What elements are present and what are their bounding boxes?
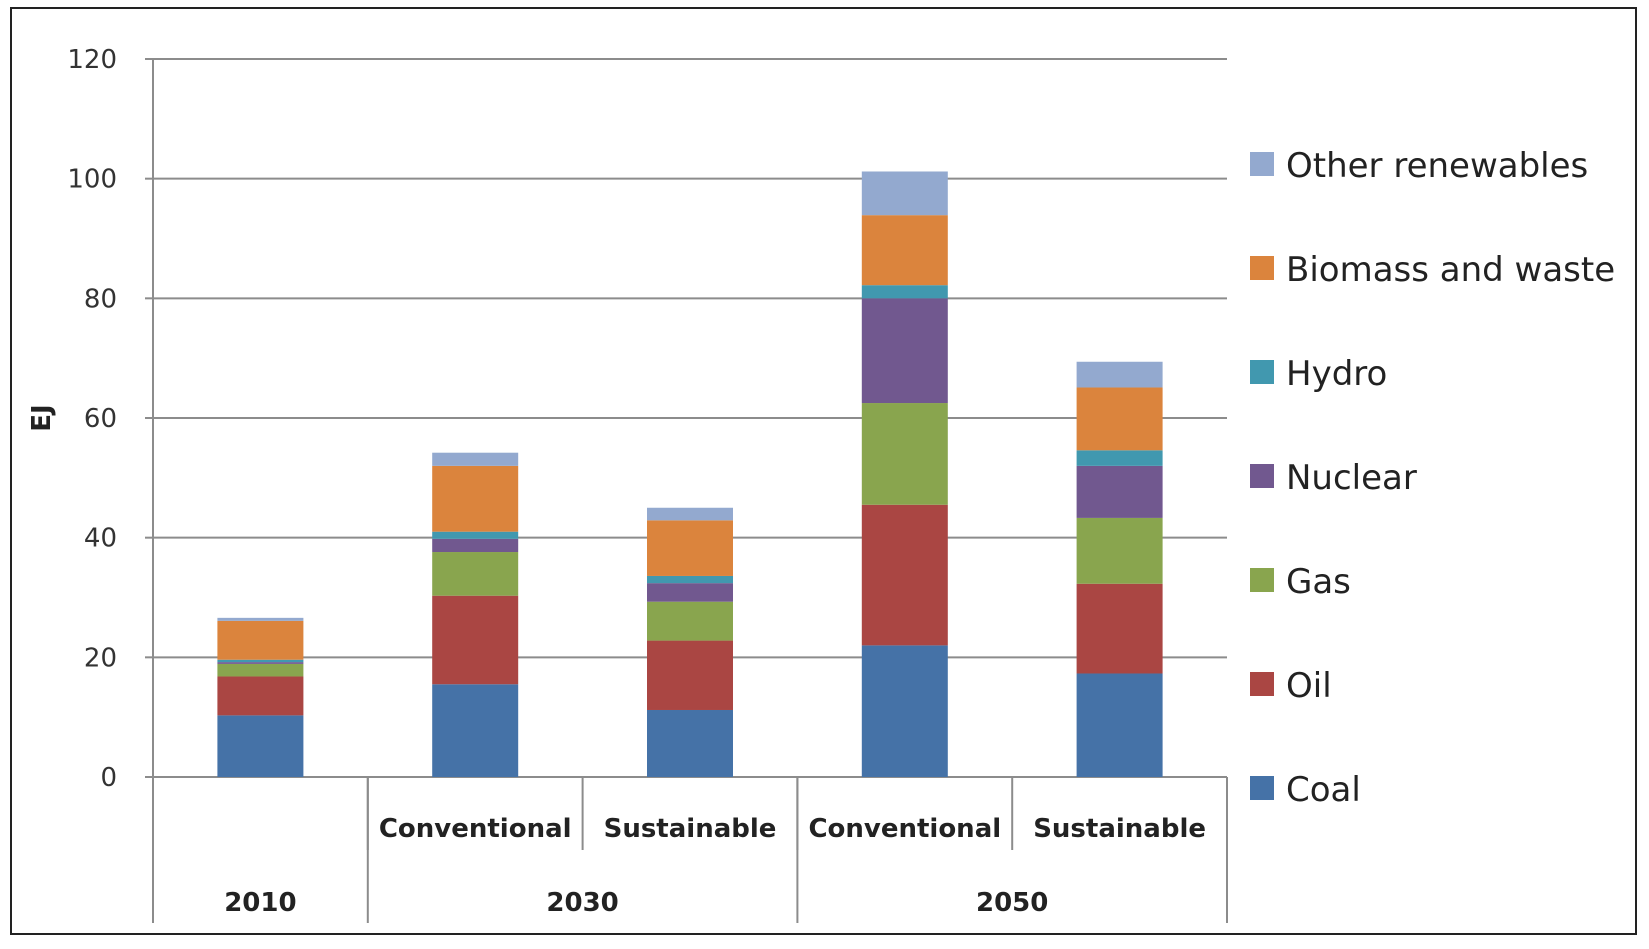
legend-swatch [1250, 256, 1274, 280]
bar-segment-gas [647, 602, 733, 641]
x-category-label: Conventional [808, 814, 1001, 844]
bar-segment-biomass-and-waste [432, 466, 518, 532]
x-category-label: Sustainable [1033, 814, 1206, 844]
y-axis-title: EJ [27, 404, 57, 431]
bar-segment-hydro [1077, 450, 1163, 466]
legend-label: Nuclear [1286, 458, 1417, 498]
bar-segment-oil [862, 505, 948, 646]
bar-segment-biomass-and-waste [647, 520, 733, 576]
bar-segment-gas [217, 664, 303, 677]
bars [217, 171, 1162, 777]
bar-segment-coal [647, 710, 733, 777]
bar-segment-nuclear [217, 662, 303, 664]
bar-segment-nuclear [862, 298, 948, 403]
bar-segment-hydro [217, 660, 303, 662]
bar-segment-nuclear [1077, 466, 1163, 518]
legend-swatch [1250, 672, 1274, 696]
y-tick-label: 60 [84, 404, 117, 434]
legend-label: Oil [1286, 666, 1332, 706]
axes [145, 59, 1227, 923]
y-tick-label: 40 [84, 524, 117, 554]
bar-segment-hydro [862, 285, 948, 298]
bar-segment-other-renewables [1077, 362, 1163, 388]
bar-segment-coal [432, 684, 518, 777]
y-tick-label: 20 [84, 643, 117, 673]
y-tick-label: 120 [67, 45, 117, 75]
bar-segment-other-renewables [862, 171, 948, 215]
legend-label: Biomass and waste [1286, 250, 1615, 290]
bar-segment-oil [1077, 584, 1163, 674]
bar-segment-biomass-and-waste [862, 215, 948, 285]
bar-segment-other-renewables [647, 508, 733, 521]
bar-segment-oil [647, 641, 733, 710]
x-category-labels: Conventional Sustainable Conventional Susta… [224, 814, 1206, 918]
bar-segment-coal [1077, 673, 1163, 777]
legend-label: Coal [1286, 770, 1361, 810]
y-tick-labels: 0 20 40 60 80 100 120 [67, 45, 117, 793]
x-group-label: 2050 [976, 888, 1048, 918]
x-group-label: 2010 [224, 888, 296, 918]
bar-segment-oil [432, 596, 518, 685]
y-tick-label: 80 [84, 284, 117, 314]
bar-segment-biomass-and-waste [217, 621, 303, 660]
legend-label: Other renewables [1286, 146, 1588, 186]
y-tick-label: 100 [67, 165, 117, 195]
x-group-label: 2030 [546, 888, 618, 918]
legend-label: Hydro [1286, 354, 1387, 394]
bar-segment-nuclear [432, 539, 518, 552]
bar-segment-oil [217, 676, 303, 715]
legend-label: Gas [1286, 562, 1351, 602]
x-category-label: Sustainable [604, 814, 777, 844]
bar-segment-gas [862, 403, 948, 505]
bar-segment-hydro [647, 576, 733, 583]
bar-segment-other-renewables [217, 618, 303, 621]
bar-segment-coal [217, 715, 303, 777]
bar-segment-coal [862, 645, 948, 777]
y-tick-label: 0 [100, 763, 117, 793]
bar-segment-other-renewables [432, 453, 518, 466]
legend-swatch [1250, 464, 1274, 488]
legend-swatch [1250, 776, 1274, 800]
bar-segment-gas [432, 552, 518, 596]
bar-segment-hydro [432, 532, 518, 539]
bar-segment-nuclear [647, 583, 733, 602]
legend-swatch [1250, 152, 1274, 176]
bar-segment-biomass-and-waste [1077, 387, 1163, 450]
bar-segment-gas [1077, 518, 1163, 584]
legend-swatch [1250, 360, 1274, 384]
legend-swatch [1250, 568, 1274, 592]
legend: Other renewables Biomass and waste Hydro Nu… [1250, 146, 1615, 810]
x-category-label: Conventional [379, 814, 572, 844]
